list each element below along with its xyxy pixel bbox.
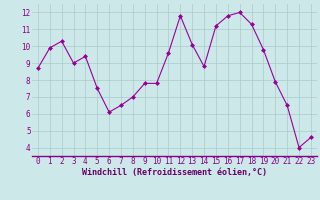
X-axis label: Windchill (Refroidissement éolien,°C): Windchill (Refroidissement éolien,°C) (82, 168, 267, 177)
